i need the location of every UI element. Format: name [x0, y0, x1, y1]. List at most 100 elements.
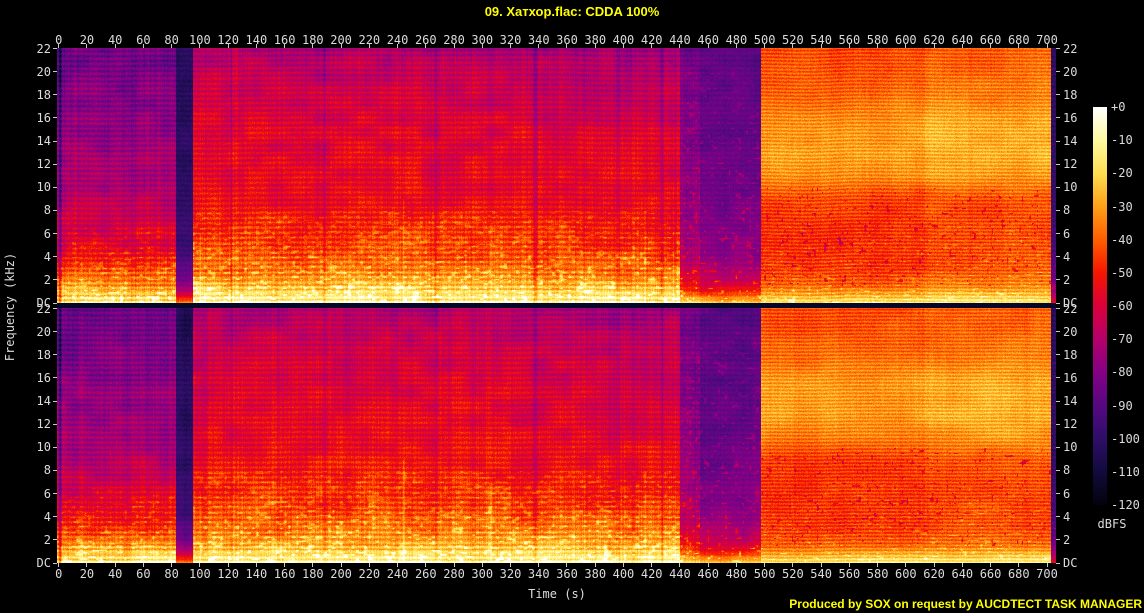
freq-tick-mark-right: [1056, 308, 1060, 310]
freq-tick-mark-right: [1056, 516, 1060, 518]
freq-tick-label-right: 12: [1063, 157, 1078, 172]
time-tick-label-bottom: 220: [358, 567, 381, 581]
freq-tick-label-left: DC: [36, 296, 51, 310]
freq-tick-label-left: 16: [36, 370, 51, 385]
time-tick-mark-bottom: [764, 563, 766, 567]
time-axis-label: Time (s): [528, 587, 586, 601]
time-tick-label-top: 560: [838, 33, 861, 47]
freq-tick-label-left: 14: [36, 134, 51, 149]
freq-tick-label-left: 16: [36, 110, 51, 125]
colorbar-gradient: [1093, 107, 1107, 505]
freq-tick-mark-left: [53, 493, 57, 495]
time-tick-mark-bottom: [58, 563, 60, 567]
freq-tick-mark-right: [1056, 163, 1060, 165]
db-tick-label: -70: [1111, 332, 1133, 347]
freq-tick-label-right: 6: [1063, 486, 1071, 501]
time-tick-label-top: 440: [669, 33, 691, 47]
freq-tick-label-right: 8: [1063, 203, 1071, 218]
time-tick-mark-top: [990, 44, 992, 48]
freq-tick-mark-left: [53, 71, 57, 73]
time-tick-label-top: 20: [79, 33, 95, 47]
freq-tick-label-right: 14: [1063, 394, 1078, 409]
time-tick-mark-bottom: [651, 563, 653, 567]
time-tick-mark-top: [764, 44, 766, 48]
freq-tick-mark-left: [53, 516, 57, 518]
spectrogram-channel-2: [57, 308, 1056, 563]
time-tick-mark-top: [538, 44, 540, 48]
time-tick-label-bottom: 340: [527, 567, 550, 581]
freq-tick-label-left: 12: [36, 417, 51, 432]
frequency-axis-label: Frequency (kHz): [3, 252, 17, 362]
db-tick-label: -60: [1111, 299, 1133, 313]
time-tick-mark-bottom: [622, 563, 624, 567]
freq-tick-label-right: 16: [1063, 110, 1078, 125]
db-tick-label: -50: [1111, 265, 1133, 280]
time-tick-label-top: 260: [414, 33, 437, 47]
time-tick-mark-top: [566, 44, 568, 48]
freq-tick-label-right: 4: [1063, 509, 1071, 524]
time-tick-mark-bottom: [707, 563, 709, 567]
time-tick-label-bottom: 300: [471, 567, 494, 581]
freq-tick-mark-right: [1056, 302, 1060, 304]
db-tick-label: -20: [1111, 166, 1133, 181]
time-tick-label-top: 600: [894, 33, 917, 47]
time-tick-label-top: 220: [358, 33, 381, 47]
freq-tick-mark-left: [53, 163, 57, 165]
time-tick-mark-bottom: [990, 563, 992, 567]
channel-separator: [57, 303, 1056, 308]
time-tick-label-bottom: 60: [136, 567, 151, 581]
db-tick-label: -40: [1111, 232, 1133, 247]
freq-tick-label-right: 12: [1063, 417, 1078, 432]
time-tick-mark-top: [1018, 44, 1020, 48]
time-tick-mark-top: [679, 44, 681, 48]
time-tick-mark-bottom: [510, 563, 511, 567]
time-tick-label-top: 100: [189, 33, 211, 47]
time-tick-mark-top: [792, 44, 794, 48]
freq-tick-mark-right: [1056, 331, 1060, 333]
time-tick-label-top: 0: [55, 33, 63, 47]
spectrogram-channel-1: [57, 48, 1056, 303]
freq-tick-label-left: 20: [36, 64, 51, 79]
time-tick-mark-bottom: [114, 563, 116, 567]
time-tick-mark-bottom: [538, 563, 540, 567]
time-tick-label-bottom: 20: [79, 567, 95, 581]
db-tick-label: -120: [1111, 498, 1140, 512]
freq-tick-label-right: 10: [1063, 440, 1078, 455]
freq-tick-mark-left: [53, 562, 57, 564]
time-tick-label-bottom: 640: [951, 567, 974, 581]
time-tick-label-top: 420: [640, 33, 663, 47]
freq-tick-mark-left: [53, 94, 57, 96]
freq-tick-label-right: 2: [1063, 532, 1071, 547]
db-tick-label: -10: [1111, 133, 1133, 148]
time-tick-mark-top: [961, 44, 963, 48]
freq-tick-label-right: 22: [1063, 41, 1078, 56]
time-tick-label-top: 60: [136, 33, 151, 47]
time-tick-label-top: 300: [471, 33, 494, 47]
freq-tick-mark-left: [53, 308, 57, 310]
time-tick-mark-bottom: [905, 563, 907, 567]
time-tick-mark-top: [312, 44, 314, 48]
db-tick-label: -30: [1111, 199, 1133, 214]
time-tick-mark-top: [86, 44, 88, 48]
time-tick-mark-bottom: [425, 563, 427, 567]
freq-tick-mark-right: [1056, 140, 1060, 142]
freq-tick-mark-left: [53, 48, 57, 50]
freq-tick-mark-left: [53, 256, 57, 258]
time-tick-mark-bottom: [566, 563, 568, 567]
time-tick-mark-bottom: [1046, 563, 1048, 567]
freq-tick-label-right: DC: [1063, 556, 1078, 570]
freq-tick-mark-right: [1056, 469, 1060, 471]
freq-tick-mark-right: [1056, 562, 1060, 564]
time-tick-mark-top: [58, 44, 60, 48]
time-tick-mark-top: [255, 44, 257, 48]
freq-tick-mark-left: [53, 302, 57, 304]
time-tick-label-top: 480: [725, 33, 748, 47]
time-tick-label-top: 140: [245, 33, 268, 47]
time-tick-label-bottom: 200: [330, 567, 352, 581]
time-tick-label-top: 340: [527, 33, 550, 47]
freq-tick-label-left: 22: [36, 301, 51, 316]
freq-tick-mark-right: [1056, 48, 1060, 50]
freq-tick-label-left: 10: [36, 180, 51, 195]
freq-tick-label-right: 4: [1063, 249, 1071, 264]
